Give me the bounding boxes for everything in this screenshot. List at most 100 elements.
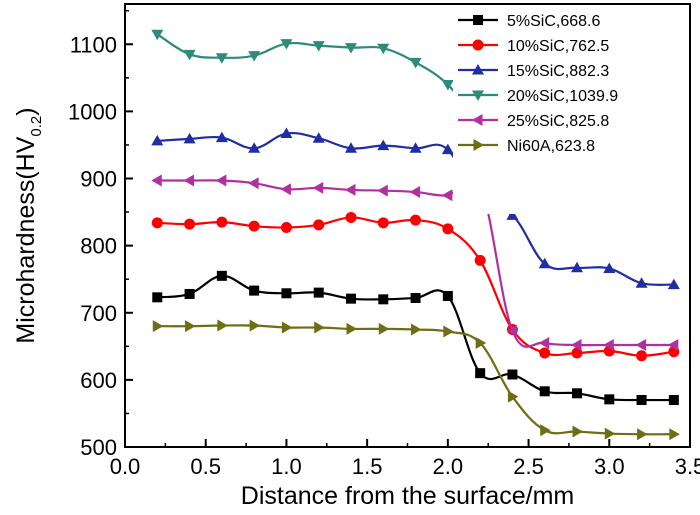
data-point [475, 336, 487, 349]
data-point [281, 288, 292, 299]
y-axis-title-main: Microhardness(HV [12, 136, 40, 343]
data-point [410, 214, 422, 226]
data-point [603, 262, 616, 273]
data-point [603, 338, 614, 351]
legend-entry: 25%SiC,825.8 [458, 113, 609, 130]
y-tick-label: 600 [80, 368, 117, 393]
data-point [538, 257, 551, 269]
data-point [572, 425, 583, 438]
data-point [313, 287, 324, 298]
legend-entry: 20%SiC,1039.9 [458, 88, 618, 105]
data-point [667, 278, 680, 290]
data-point [312, 132, 325, 143]
legend-entry: Ni60A,623.8 [458, 138, 595, 155]
data-point [152, 292, 163, 303]
y-tick-label: 800 [80, 234, 117, 259]
data-point [474, 254, 486, 266]
data-point [216, 270, 227, 281]
data-point [377, 139, 390, 151]
data-point [217, 319, 228, 332]
data-point [635, 338, 647, 351]
data-point [345, 183, 356, 196]
x-tick-label: 2.0 [433, 454, 464, 479]
data-point [185, 320, 196, 333]
legend-marker [473, 139, 484, 151]
data-point [378, 322, 390, 335]
data-point [378, 294, 389, 305]
data-point [377, 217, 389, 229]
data-point [215, 131, 228, 143]
data-point [313, 219, 325, 231]
data-point [215, 53, 228, 64]
legend-label: 20%SiC,1039.9 [507, 88, 618, 105]
legend-label: 15%SiC,882.3 [507, 63, 609, 80]
legend-label: 25%SiC,825.8 [507, 113, 609, 130]
data-point [184, 288, 195, 299]
data-point [377, 184, 388, 197]
data-point [377, 43, 390, 55]
legend-label: 10%SiC,762.5 [507, 38, 609, 55]
data-point [441, 143, 454, 155]
data-point [571, 261, 583, 273]
data-point [604, 394, 615, 405]
data-point [409, 142, 422, 153]
y-tick-label: 500 [80, 435, 117, 460]
x-tick-label: 3.0 [594, 454, 625, 479]
series-line [157, 175, 674, 348]
data-point [249, 285, 260, 296]
data-point [151, 174, 162, 187]
data-point [151, 134, 164, 146]
data-point [248, 177, 259, 190]
data-point [540, 424, 551, 437]
data-point [411, 323, 422, 336]
data-point [635, 277, 648, 288]
legend-marker [472, 64, 484, 75]
data-point [636, 395, 647, 406]
legend-label: Ni60A,623.8 [507, 138, 595, 155]
data-point [604, 427, 616, 440]
data-point [280, 183, 291, 196]
data-point [571, 338, 582, 351]
data-point [346, 293, 356, 304]
y-tick-label: 900 [80, 167, 117, 192]
data-point [280, 127, 293, 139]
data-point [506, 209, 519, 220]
data-point [280, 39, 293, 50]
data-point [249, 319, 261, 332]
x-tick-label: 3.5 [675, 454, 700, 479]
legend-entry: 5%SiC,668.6 [458, 13, 600, 30]
data-point [507, 369, 518, 380]
data-point [410, 292, 421, 303]
data-point [184, 218, 196, 230]
data-point [669, 428, 680, 441]
legend-entry: 10%SiC,762.5 [458, 38, 609, 55]
data-point [152, 320, 164, 333]
data-point [183, 132, 196, 144]
legend-marker [472, 39, 484, 51]
x-axis-title: Distance from the surface/mm [241, 482, 574, 510]
data-point [507, 390, 519, 403]
y-tick-label: 1000 [68, 99, 117, 124]
x-tick-label: 2.5 [513, 454, 544, 479]
y-axis-title-close: ) [12, 107, 40, 115]
legend-marker [473, 15, 483, 25]
data-point [151, 29, 164, 41]
data-point [443, 325, 454, 338]
legend-marker [472, 90, 484, 101]
axes: 0.0 0.5 1.0 1.5 2.0 2.5 3.0 3.5 500 600 700 800 900 1… [68, 3, 700, 479]
data-point [409, 185, 421, 198]
x-tick-label: 1.5 [352, 454, 383, 479]
series-5 [151, 174, 679, 351]
data-point [475, 368, 486, 379]
series-6 [152, 319, 680, 441]
data-point [442, 223, 454, 235]
series-1 [152, 270, 679, 406]
legend-label: 5%SiC,668.6 [507, 13, 600, 30]
data-point [409, 57, 422, 69]
x-tick-label: 0.0 [110, 454, 141, 479]
data-point [280, 222, 292, 234]
data-point [539, 386, 550, 397]
legend: 5%SiC,668.6 10%SiC,762.5 15%SiC,882.3 20%Si… [453, 8, 687, 214]
data-point [538, 336, 550, 349]
y-axis-title: Microhardness(HV0.2) [12, 107, 45, 343]
